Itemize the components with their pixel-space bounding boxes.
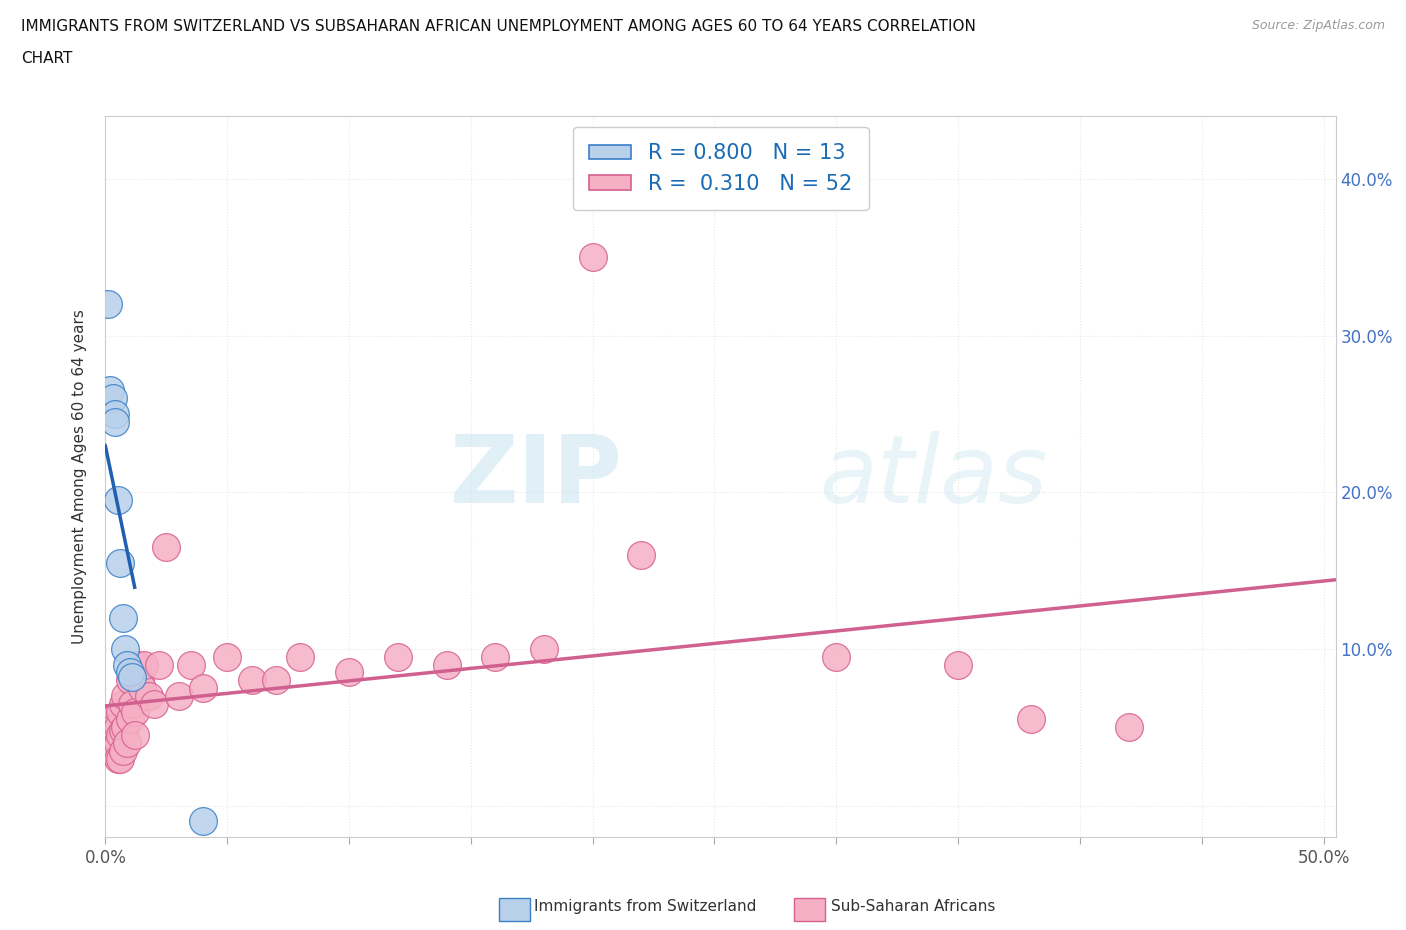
Point: [98, 743, 121, 758]
Point: [114, 642, 136, 657]
Point: [101, 736, 124, 751]
Point: [118, 673, 141, 688]
Point: [111, 723, 134, 737]
Point: [167, 688, 190, 703]
Point: [436, 658, 458, 672]
Point: [148, 658, 170, 672]
Point: [107, 720, 129, 735]
Point: [117, 736, 139, 751]
Point: [101, 743, 124, 758]
Point: [104, 415, 127, 430]
Point: [111, 743, 134, 758]
Point: [97, 297, 120, 312]
Point: [127, 658, 149, 672]
Point: [533, 642, 555, 657]
Point: [118, 665, 141, 680]
Point: [582, 250, 605, 265]
Point: [118, 712, 141, 727]
Text: ZIP: ZIP: [450, 431, 621, 523]
Point: [108, 751, 131, 766]
Point: [117, 658, 139, 672]
Point: [290, 649, 312, 664]
Text: CHART: CHART: [21, 51, 73, 66]
Point: [121, 697, 143, 711]
Point: [107, 493, 129, 508]
Point: [111, 697, 134, 711]
Point: [107, 751, 129, 766]
Point: [155, 539, 177, 554]
Point: [101, 391, 124, 405]
Point: [108, 727, 131, 742]
Point: [134, 658, 156, 672]
Point: [98, 383, 121, 398]
Point: [114, 688, 136, 703]
Text: Sub-Saharan Africans: Sub-Saharan Africans: [831, 899, 995, 914]
Point: [121, 670, 143, 684]
Point: [191, 814, 214, 829]
Text: atlas: atlas: [818, 432, 1047, 522]
Point: [128, 673, 150, 688]
Point: [191, 681, 214, 696]
Point: [98, 727, 121, 742]
Point: [825, 649, 848, 664]
Point: [107, 736, 129, 751]
Point: [104, 743, 127, 758]
Point: [104, 406, 127, 421]
Point: [1019, 712, 1042, 727]
Text: Immigrants from Switzerland: Immigrants from Switzerland: [534, 899, 756, 914]
Point: [124, 727, 146, 742]
Point: [387, 649, 409, 664]
Point: [101, 712, 124, 727]
Point: [337, 665, 360, 680]
Point: [240, 673, 263, 688]
Point: [484, 649, 506, 664]
Point: [264, 673, 287, 688]
Legend: R = 0.800   N = 13, R =  0.310   N = 52: R = 0.800 N = 13, R = 0.310 N = 52: [572, 126, 869, 210]
Point: [131, 681, 153, 696]
Point: [104, 720, 127, 735]
Text: IMMIGRANTS FROM SWITZERLAND VS SUBSAHARAN AFRICAN UNEMPLOYMENT AMONG AGES 60 TO : IMMIGRANTS FROM SWITZERLAND VS SUBSAHARA…: [21, 19, 976, 33]
Point: [111, 610, 134, 625]
Point: [1118, 720, 1140, 735]
Y-axis label: Unemployment Among Ages 60 to 64 years: Unemployment Among Ages 60 to 64 years: [72, 309, 87, 644]
Point: [138, 688, 160, 703]
Point: [143, 697, 166, 711]
Point: [124, 704, 146, 719]
Point: [217, 649, 239, 664]
Point: [180, 658, 202, 672]
Point: [108, 555, 131, 570]
Text: Source: ZipAtlas.com: Source: ZipAtlas.com: [1251, 19, 1385, 32]
Point: [97, 736, 120, 751]
Point: [946, 658, 969, 672]
Point: [97, 720, 120, 735]
Point: [630, 548, 652, 563]
Point: [114, 720, 136, 735]
Point: [108, 704, 131, 719]
